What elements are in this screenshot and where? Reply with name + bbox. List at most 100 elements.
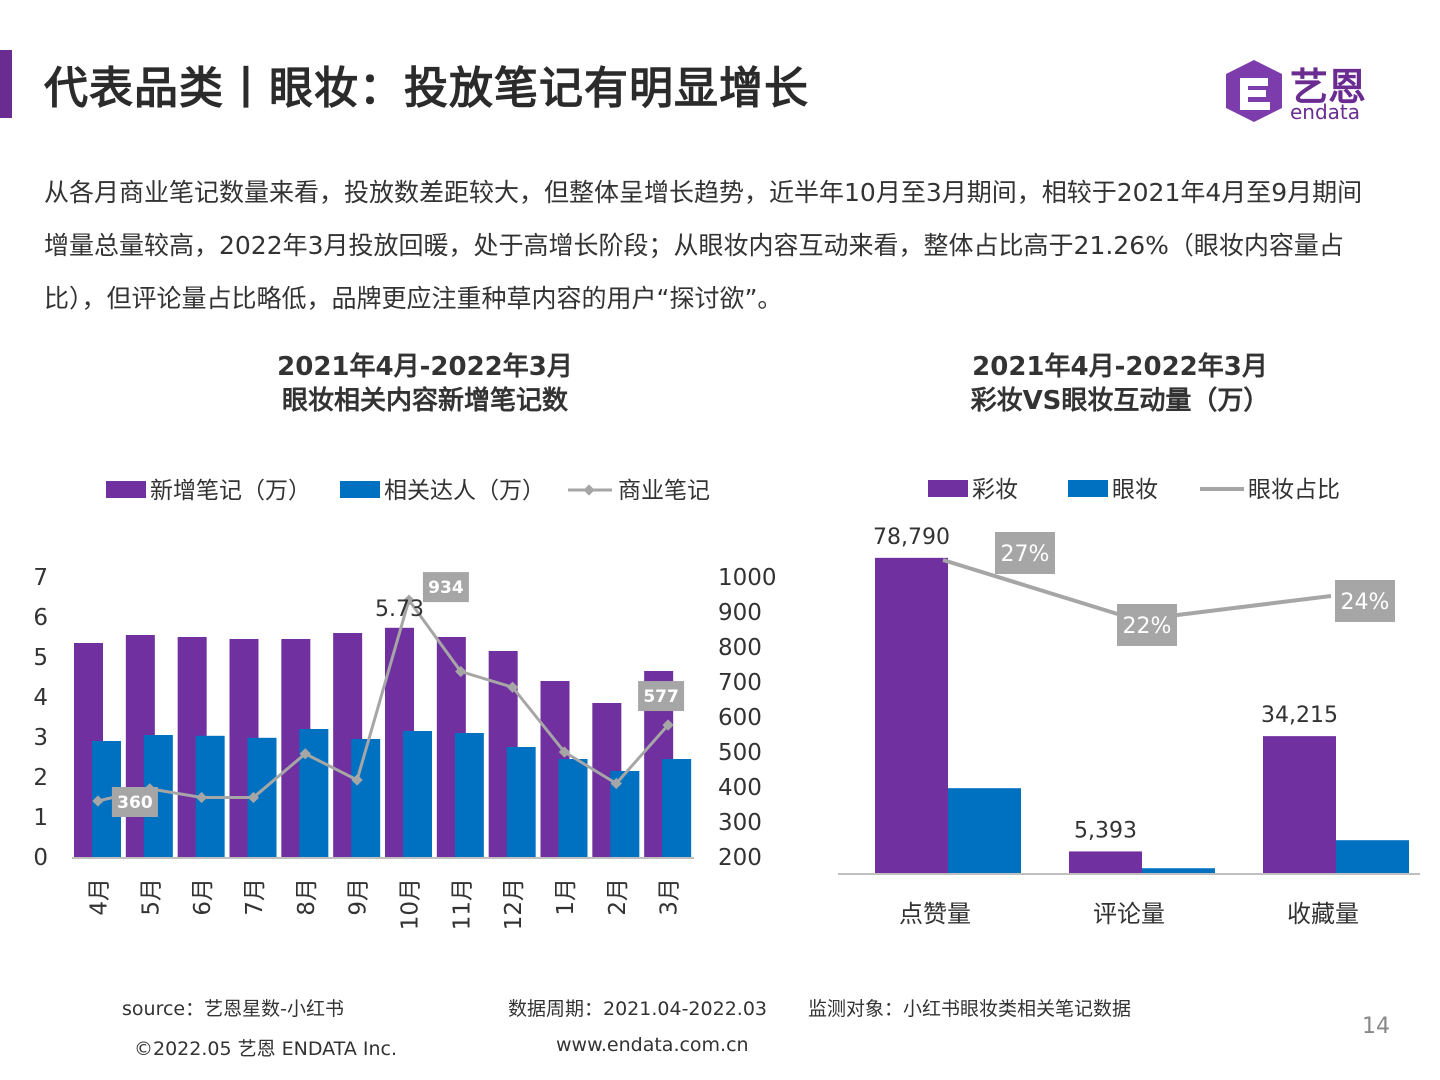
chart2-data-label-makeup: 5,393 xyxy=(1074,818,1137,843)
footer-period: 数据周期：2021.04-2022.03 xyxy=(508,998,767,1020)
chart2-bar-makeup xyxy=(875,557,948,873)
chart1-bar-influencers xyxy=(558,759,588,857)
chart1-data-label-box xyxy=(638,681,685,712)
chart2-data-label-makeup: 34,215 xyxy=(1261,703,1338,728)
chart1-bar-influencers xyxy=(351,739,381,857)
chart1-y-left-tick: 0 xyxy=(33,845,48,871)
chart1-data-label-commercial: 934 xyxy=(428,578,464,598)
chart2-data-label-box xyxy=(1117,604,1177,646)
chart1-y-left-tick: 5 xyxy=(33,645,48,671)
chart1-line-marker xyxy=(403,594,415,606)
chart1-legend-label-2: 相关达人（万） xyxy=(384,478,545,504)
chart1-data-label-box xyxy=(422,572,469,603)
chart1-y-left-tick: 2 xyxy=(33,765,48,791)
chart1-title-line2: 眼妆相关内容新增笔记数 xyxy=(281,386,568,416)
chart1-line-marker xyxy=(299,748,311,760)
chart1-y-right-tick: 600 xyxy=(718,705,762,731)
chart1-line-marker xyxy=(455,665,467,678)
logo-sub: endata xyxy=(1290,100,1361,124)
chart1-data-label-commercial: 360 xyxy=(117,793,153,813)
chart1-line-marker xyxy=(558,746,571,758)
chart1-y-left-tick: 4 xyxy=(33,685,48,711)
chart1-bar-influencers xyxy=(506,747,536,857)
chart1-x-tick: 9月 xyxy=(346,878,372,916)
chart2-x-tick: 评论量 xyxy=(1093,900,1165,928)
chart1-bar-influencers xyxy=(403,731,432,857)
footer-target: 监测对象：小红书眼妆类相关笔记数据 xyxy=(808,998,1132,1020)
chart1-legend-swatch-1 xyxy=(106,481,146,498)
chart1-y-left-tick: 3 xyxy=(33,725,48,751)
chart1-title-line1: 2021年4月-2022年3月 xyxy=(277,352,573,382)
chart1-x-tick: 6月 xyxy=(190,878,216,916)
chart1-title: 2021年4月-2022年3月 眼妆相关内容新增笔记数 xyxy=(230,350,620,418)
chart2-data-label-ratio: 22% xyxy=(1123,614,1172,639)
chart1-y-right-tick: 400 xyxy=(718,775,762,801)
chart1-x-tick: 12月 xyxy=(501,878,527,930)
footer-source: source：艺恩星数-小红书 xyxy=(122,998,344,1020)
chart1-line-marker xyxy=(351,774,363,786)
chart1-y-left-tick: 7 xyxy=(33,565,48,591)
chart1-line-marker xyxy=(662,719,674,731)
chart1-x-tick: 11月 xyxy=(449,878,475,930)
chart2-legend-label-2: 眼妆 xyxy=(1112,477,1158,503)
chart1-bar-influencers xyxy=(454,733,484,857)
page-title: 代表品类丨眼妆：投放笔记有明显增长 xyxy=(44,63,809,114)
chart1-x-tick: 7月 xyxy=(242,878,268,916)
chart1-x-tick: 5月 xyxy=(138,878,164,916)
chart1-x-tick: 4月 xyxy=(86,878,112,916)
chart1-legend-swatch-2 xyxy=(340,481,380,498)
chart2-legend-swatch-1 xyxy=(928,480,968,497)
chart1-bar-influencers xyxy=(299,729,329,857)
chart2-legend-label-3: 眼妆占比 xyxy=(1248,477,1340,503)
chart1-x-tick: 10月 xyxy=(397,878,423,930)
chart1-x-tick: 3月 xyxy=(657,878,683,916)
chart2-bar-eye-makeup xyxy=(948,788,1021,873)
page-number: 14 xyxy=(1362,1014,1390,1039)
footer-copyright: ©2022.05 艺恩 ENDATA Inc. xyxy=(134,1038,397,1060)
chart2-bar-eye-makeup xyxy=(1336,840,1409,873)
chart2-title-line2: 彩妆VS眼妆互动量（万） xyxy=(970,386,1270,416)
logo-name: 艺恩 xyxy=(1290,65,1367,109)
chart1-line-marker xyxy=(247,791,260,804)
chart2-data-label-ratio: 27% xyxy=(1001,542,1050,567)
chart2-data-label-ratio: 24% xyxy=(1341,590,1390,615)
chart1-y-right-tick: 900 xyxy=(718,600,762,626)
chart1-legend-marker xyxy=(583,484,595,496)
chart1-y-left-tick: 6 xyxy=(33,605,48,631)
chart1-line-marker xyxy=(610,777,622,790)
chart1-data-label-new-notes: 5.73 xyxy=(375,597,424,622)
chart2-data-label-makeup: 78,790 xyxy=(873,525,950,550)
chart1-y-right-tick: 1000 xyxy=(718,565,777,591)
endata-logo: 艺恩 endata xyxy=(1216,56,1396,128)
title-accent-bar xyxy=(0,50,12,118)
chart1-x-tick: 2月 xyxy=(605,878,631,916)
chart2-x-tick: 收藏量 xyxy=(1287,900,1359,928)
chart2-x-tick: 点赞量 xyxy=(899,900,971,928)
summary-text: 从各月商业笔记数量来看，投放数差距较大，但整体呈增长趋势，近半年10月至3月期间… xyxy=(44,178,1363,313)
chart1-x-tick: 8月 xyxy=(294,878,320,916)
chart1-line-marker xyxy=(195,791,208,804)
chart1-bar-influencers xyxy=(662,759,692,857)
chart1-data-label-commercial: 577 xyxy=(643,687,679,707)
chart1-legend-label-3: 商业笔记 xyxy=(618,478,710,504)
chart1-y-right-tick: 800 xyxy=(718,635,762,661)
chart1-y-left-tick: 1 xyxy=(33,805,48,831)
chart2-title-line1: 2021年4月-2022年3月 xyxy=(972,352,1268,382)
chart2-data-label-box xyxy=(995,532,1055,574)
chart2-legend-label-1: 彩妆 xyxy=(972,477,1018,503)
chart1-line-commercial xyxy=(97,596,670,803)
chart2-legend-swatch-2 xyxy=(1068,480,1108,497)
endata-logo-icon xyxy=(1226,60,1282,122)
chart1-y-right-tick: 500 xyxy=(718,740,762,766)
chart1-data-label-box xyxy=(111,787,158,817)
footer-website[interactable]: www.endata.com.cn xyxy=(556,1034,749,1056)
chart2-data-label-box xyxy=(1335,580,1395,622)
chart1-y-right-tick: 700 xyxy=(718,670,762,696)
chart1-legend-label-1: 新增笔记（万） xyxy=(150,478,311,504)
chart1-y-right-tick: 300 xyxy=(718,810,762,836)
chart2-bar-eye-makeup xyxy=(1142,868,1215,873)
chart1-x-tick: 1月 xyxy=(553,878,579,916)
chart1-line-marker xyxy=(506,681,519,693)
chart1-y-right-tick: 200 xyxy=(718,845,762,871)
